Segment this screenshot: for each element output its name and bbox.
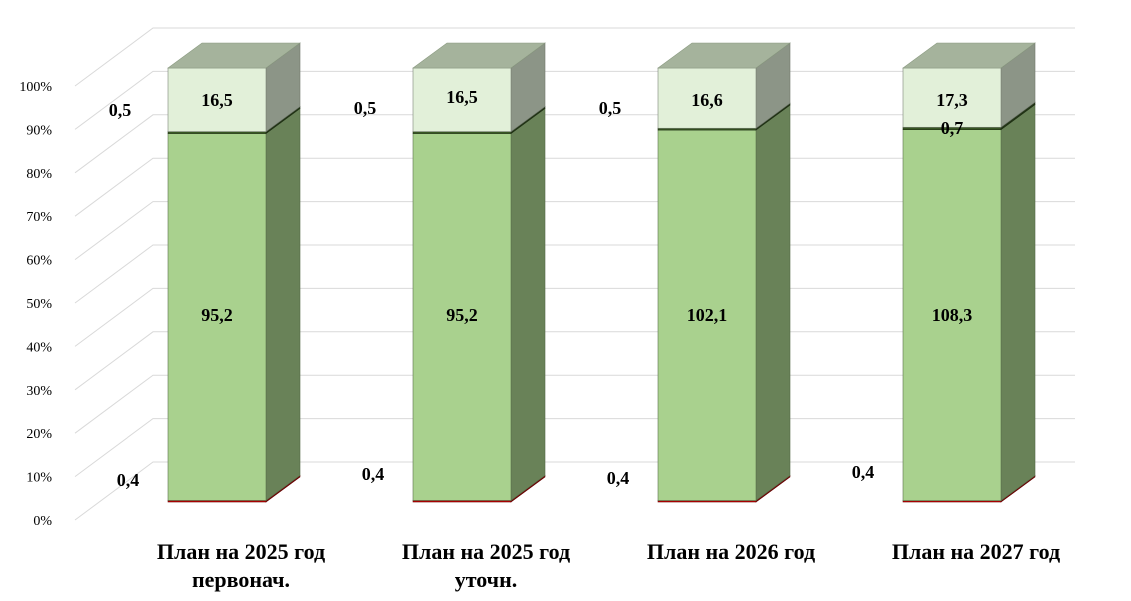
x-category-label: План на 2025 год	[402, 539, 570, 564]
bars	[167, 42, 1036, 503]
data-label: 0,5	[354, 98, 377, 118]
bar-segment	[167, 42, 301, 133]
data-label: 0,5	[599, 98, 622, 118]
data-label: 0,4	[362, 464, 385, 484]
bar-segment	[412, 42, 546, 133]
y-tick-label: 100%	[19, 80, 52, 95]
data-label: 108,3	[932, 305, 973, 325]
data-label: 16,5	[446, 87, 478, 107]
data-labels: 0,4 0,4 0,4 0,4 95,2 95,2 102,1 108,3 0,5 0,5 0,5 0…	[109, 87, 973, 490]
data-label: 16,5	[201, 90, 233, 110]
data-label: 102,1	[687, 305, 728, 325]
bar-segment	[167, 107, 301, 502]
y-tick-label: 0%	[33, 514, 52, 529]
data-label: 95,2	[446, 305, 478, 325]
gridline	[74, 27, 1075, 87]
x-category-label: План на 2027 год	[892, 539, 1060, 564]
y-tick-label: 40%	[26, 340, 52, 355]
data-label: 0,5	[109, 100, 132, 120]
data-label: 0,4	[852, 462, 875, 482]
y-tick-label: 20%	[26, 427, 52, 442]
data-label: 95,2	[201, 305, 233, 325]
bar-segment	[902, 42, 1036, 128]
x-category-label: первонач.	[192, 567, 290, 592]
data-label: 16,6	[691, 90, 723, 110]
bar-segment	[657, 104, 791, 502]
x-category-label: План на 2026 год	[647, 539, 815, 564]
y-tick-label: 80%	[26, 167, 52, 182]
y-tick-label: 60%	[26, 254, 52, 269]
data-label: 17,3	[936, 90, 968, 110]
y-tick-label: 70%	[26, 210, 52, 225]
x-category-label: План на 2025 год	[157, 539, 325, 564]
y-tick-label: 50%	[26, 297, 52, 312]
x-category-label: уточн.	[455, 567, 518, 592]
bar-segment	[657, 42, 791, 129]
data-label: 0,4	[117, 470, 140, 490]
data-label: 0,7	[941, 118, 964, 138]
y-tick-label: 90%	[26, 123, 52, 138]
y-tick-label: 30%	[26, 384, 52, 399]
y-axis: 0% 10% 20% 30% 40% 50% 60% 70% 80% 90% 100%	[19, 80, 52, 529]
bar-segment	[412, 107, 546, 502]
data-label: 0,4	[607, 468, 630, 488]
x-axis: План на 2025 год первонач. План на 2025 го…	[157, 539, 1060, 592]
y-tick-label: 10%	[26, 471, 52, 486]
bar-segment	[902, 104, 1036, 502]
